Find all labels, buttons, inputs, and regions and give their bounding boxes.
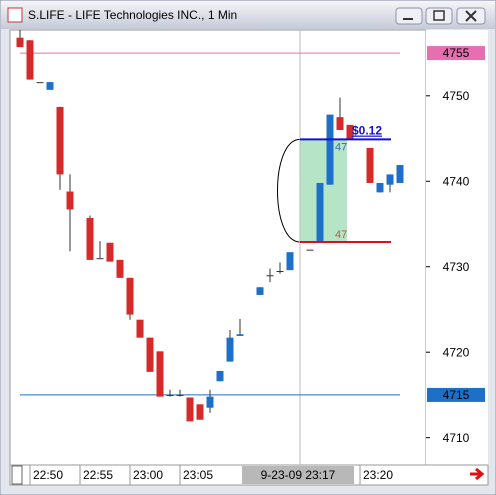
y-tick-label: 4740 xyxy=(443,174,470,188)
candle-body xyxy=(206,396,214,408)
plot-area xyxy=(9,29,427,466)
candle-body xyxy=(256,287,264,295)
app-icon xyxy=(7,7,23,23)
candle-body xyxy=(326,114,334,185)
candle-body xyxy=(266,275,274,277)
candle-body xyxy=(96,258,104,260)
candle-body xyxy=(156,351,164,397)
x-tick-label: 23:05 xyxy=(183,468,213,482)
target-label: 47 xyxy=(335,141,347,153)
candle-body xyxy=(346,124,354,140)
candle-body xyxy=(276,271,284,273)
candle-body xyxy=(26,40,34,80)
candle-body xyxy=(136,319,144,338)
x-tick-label: 22:50 xyxy=(33,468,63,482)
alert-price-box xyxy=(427,387,485,402)
stop-label: 47 xyxy=(335,229,347,241)
candle-body xyxy=(216,370,224,382)
scroll-thumb[interactable] xyxy=(11,465,23,485)
candle-body xyxy=(126,277,134,315)
y-tick-label: 4750 xyxy=(443,89,470,103)
candle-body xyxy=(146,337,154,372)
candle-body xyxy=(386,174,394,185)
alert-price-label: 4755 xyxy=(443,46,470,60)
candle-body xyxy=(46,82,54,90)
candle-body xyxy=(316,182,324,242)
y-tick-label: 4720 xyxy=(443,345,470,359)
maximize-button[interactable] xyxy=(425,7,453,25)
candle-body xyxy=(166,394,174,396)
position-bracket xyxy=(277,138,301,243)
candle-body xyxy=(306,249,314,251)
candle-body xyxy=(66,191,74,210)
candle-body xyxy=(196,404,204,420)
candle-body xyxy=(116,259,124,278)
candle-body xyxy=(86,218,94,260)
candle-body xyxy=(56,106,64,175)
candle-body xyxy=(376,182,384,193)
candle-body xyxy=(186,397,194,422)
candle-body xyxy=(366,147,374,183)
candle-body xyxy=(36,82,44,84)
cursor-readout: 9-23-09 23:17 xyxy=(261,468,336,482)
alert-price-box xyxy=(427,46,485,61)
cursor-readout-box xyxy=(242,466,354,484)
candle-body xyxy=(236,334,244,336)
candle-body xyxy=(226,337,234,362)
x-tick-label: 22:55 xyxy=(83,468,113,482)
minimize-button[interactable] xyxy=(395,7,423,25)
profit-label: $0.12 xyxy=(352,124,382,138)
scroll-right-arrow[interactable] xyxy=(470,467,485,481)
x-tick-label: 23:20 xyxy=(363,468,393,482)
alert-price-label: 4715 xyxy=(443,388,470,402)
x-tick-label: 23:00 xyxy=(133,468,163,482)
candle-body xyxy=(16,37,24,48)
candle-body xyxy=(176,394,184,396)
window-title: S.LIFE - LIFE Technologies INC., 1 Min xyxy=(28,8,237,22)
candle-body xyxy=(396,165,404,183)
candle-body xyxy=(106,242,114,262)
candle-body xyxy=(336,117,344,130)
candle-body xyxy=(286,252,294,271)
y-tick-label: 4710 xyxy=(443,431,470,445)
y-tick-label: 4730 xyxy=(443,260,470,274)
